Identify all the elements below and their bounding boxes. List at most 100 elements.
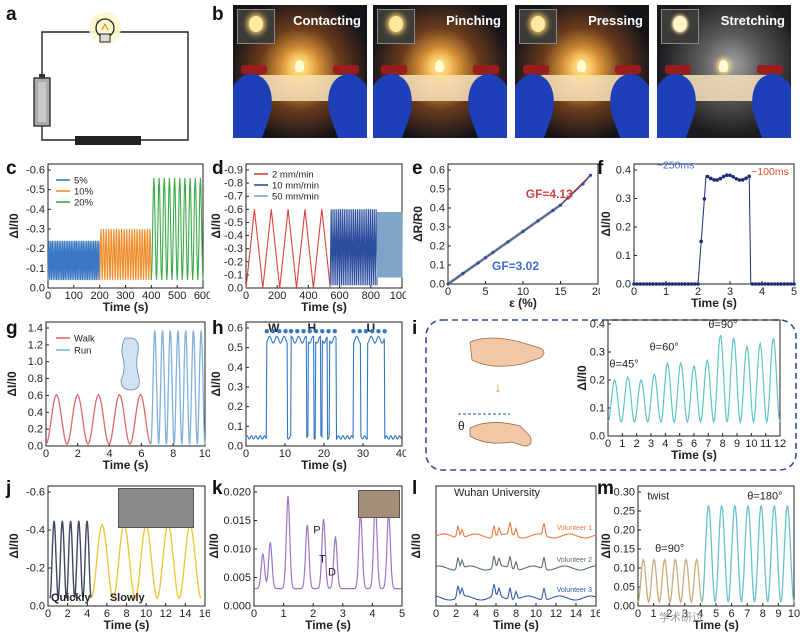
y-tick-label: 0.0 <box>228 441 243 453</box>
x-tick-label: 5 <box>482 286 488 298</box>
morse-dot <box>363 328 369 334</box>
data-point <box>667 282 671 286</box>
x-tick-label: 14 <box>179 608 191 620</box>
x-tick-label: 10 <box>745 438 757 450</box>
data-point <box>654 282 659 286</box>
hand-icon <box>469 337 545 367</box>
x-tick-label: 5 <box>713 608 719 620</box>
data-point <box>750 282 755 286</box>
x-tick-label: 0 <box>243 290 249 302</box>
battery-icon <box>33 74 51 127</box>
photo-contacting: Contacting <box>233 5 367 138</box>
x-tick-label: 400 <box>142 290 160 302</box>
x-tick-label: 2 <box>634 438 640 450</box>
label-d: D <box>328 566 336 578</box>
morse-dot <box>264 328 269 334</box>
morse-dot <box>357 328 362 334</box>
data-point <box>779 282 783 286</box>
photo-caption: Pressing <box>588 13 643 28</box>
data-point <box>773 282 777 286</box>
data-point <box>673 282 678 286</box>
panel-label-f: f <box>597 158 604 179</box>
gf-label-blue: GF=3.02 <box>492 259 539 273</box>
x-tick-label: 500 <box>168 290 186 302</box>
series-line <box>45 393 152 446</box>
watermark: 学术研讨 <box>659 612 703 624</box>
y-tick-label: 0.010 <box>223 544 251 556</box>
fall-time-label: ~100ms <box>751 166 789 178</box>
data-point <box>683 282 687 286</box>
panel-label-k: k <box>212 478 223 499</box>
morse-dot <box>313 328 319 334</box>
x-tick-label: 10 <box>517 286 529 298</box>
y-tick-label: 0.05 <box>614 582 635 594</box>
y-tick-label: -0.6 <box>26 165 45 177</box>
x-tick-label: 4 <box>107 448 113 460</box>
x-tick-label: 2 <box>666 608 672 620</box>
data-point <box>588 173 593 177</box>
angle-label-60: θ=60° <box>650 342 679 354</box>
morse-dot <box>326 328 331 334</box>
y-tick-label: 0.4 <box>430 203 445 215</box>
data-point <box>483 256 488 260</box>
data-point <box>581 182 585 186</box>
x-axis-label: Time (s) <box>103 458 149 472</box>
legend-label: 10 mm/min <box>272 181 319 192</box>
x-tick-label: 6 <box>691 438 697 450</box>
hand-bent-icon <box>469 422 532 447</box>
x-tick-label: 200 <box>90 290 108 302</box>
y-tick-label: -0.1 <box>26 263 45 275</box>
x-tick-label: 3 <box>648 438 654 450</box>
strain-sensor-icon <box>75 136 141 145</box>
x-tick-label: 400 <box>299 290 317 302</box>
data-point <box>635 282 639 286</box>
throat-inset-photo <box>358 490 400 518</box>
letter-label: U <box>366 321 375 335</box>
x-tick-label: 0 <box>251 608 257 620</box>
series-line <box>150 330 206 445</box>
data-point <box>769 282 774 286</box>
morse-dot <box>277 328 282 334</box>
x-tick-label: 300 <box>116 290 134 302</box>
x-tick-label: 8 <box>513 608 519 620</box>
x-tick-label: 200 <box>268 290 286 302</box>
legend-label: Walk <box>74 334 95 345</box>
x-tick-label: 0 <box>45 290 51 302</box>
y-tick-label: 0.00 <box>614 601 635 613</box>
x-tick-label: 16 <box>590 608 600 620</box>
x-tick-label: 2 <box>695 286 701 298</box>
x-tick-label: 4 <box>84 608 90 620</box>
label-theta-90: θ=90° <box>655 543 684 555</box>
x-tick-label: 20 <box>592 286 600 298</box>
x-tick-label: 1 <box>619 438 625 450</box>
x-tick-label: 0 <box>433 608 439 620</box>
panel-label-g: g <box>6 318 18 339</box>
y-tick-label: 0.1 <box>430 260 445 272</box>
x-axis-label: Time (s) <box>493 618 539 632</box>
y-tick-label: 0.0 <box>30 283 45 295</box>
photo-stretching: Stretching <box>657 5 791 138</box>
series-line <box>435 522 597 539</box>
y-tick-label: -0.7 <box>224 191 243 203</box>
y-tick-label: -0.2 <box>26 563 45 575</box>
data-point <box>651 282 655 286</box>
y-tick-label: -0.2 <box>26 243 45 255</box>
y-axis-label: ΔI/I0 <box>599 211 613 237</box>
signal-line <box>634 174 794 285</box>
panel-label-d: d <box>212 158 224 179</box>
x-tick-label: 2 <box>65 608 71 620</box>
data-point <box>705 174 710 179</box>
data-point <box>776 282 780 286</box>
x-tick-label: 1 <box>651 608 657 620</box>
x-tick-label: 0 <box>605 438 611 450</box>
x-tick-label: 10 <box>279 448 291 460</box>
chart-l: 0 2 4 6 8 10 12 14 16 Time (s) ΔI/I0 Wuhan Universi… <box>410 485 600 632</box>
data-point <box>741 178 745 182</box>
y-tick-label: 0.25 <box>614 506 635 518</box>
data-point <box>641 282 646 286</box>
x-axis-label: Time (s) <box>301 458 347 472</box>
legend-label: Run <box>74 346 91 357</box>
y-tick-label: 0.30 <box>614 487 635 499</box>
